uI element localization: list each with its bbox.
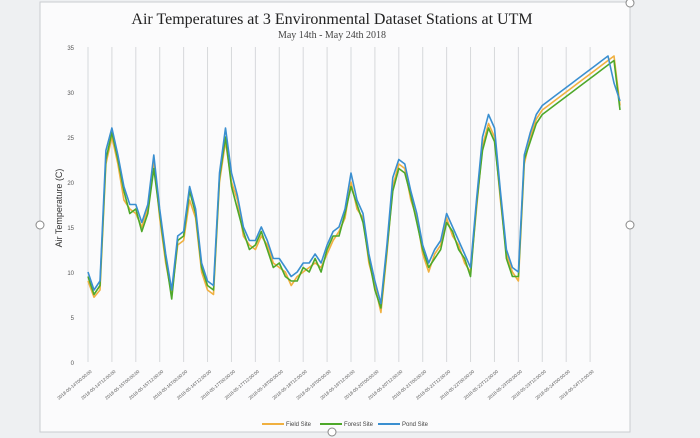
- chart-card: [39, 1, 631, 433]
- legend-label: Pond Site: [402, 422, 429, 428]
- legend: Field Site Forest Site Pond Site: [262, 422, 429, 428]
- y-axis-label: Air Temperature (C): [54, 169, 64, 248]
- y-tick-label: 5: [71, 316, 75, 322]
- resize-handle-left[interactable]: [35, 220, 45, 230]
- chart-title: Air Temperatures at 3 Environmental Data…: [131, 11, 532, 28]
- series-layer: [87, 55, 621, 314]
- y-tick-label: 0: [71, 361, 75, 367]
- y-tick-label: 15: [67, 226, 74, 232]
- resize-handle-top-right[interactable]: [625, 0, 635, 8]
- y-tick-label: 30: [67, 91, 74, 97]
- y-tick-label: 35: [67, 46, 74, 52]
- legend-label: Forest Site: [344, 422, 374, 428]
- resize-handle-right[interactable]: [625, 220, 635, 230]
- series-line-pond-site: [87, 55, 621, 305]
- y-tick-label: 20: [67, 181, 74, 187]
- chart-subtitle: May 14th - May 24th 2018: [278, 30, 386, 41]
- resize-handle-bottom[interactable]: [327, 427, 337, 437]
- y-axis-ticks: 0 5 10 15 20 25 30 35: [67, 46, 74, 367]
- legend-label: Field Site: [286, 422, 312, 428]
- y-tick-label: 10: [67, 271, 74, 277]
- grid-layer: [87, 47, 591, 362]
- y-tick-label: 25: [67, 136, 74, 142]
